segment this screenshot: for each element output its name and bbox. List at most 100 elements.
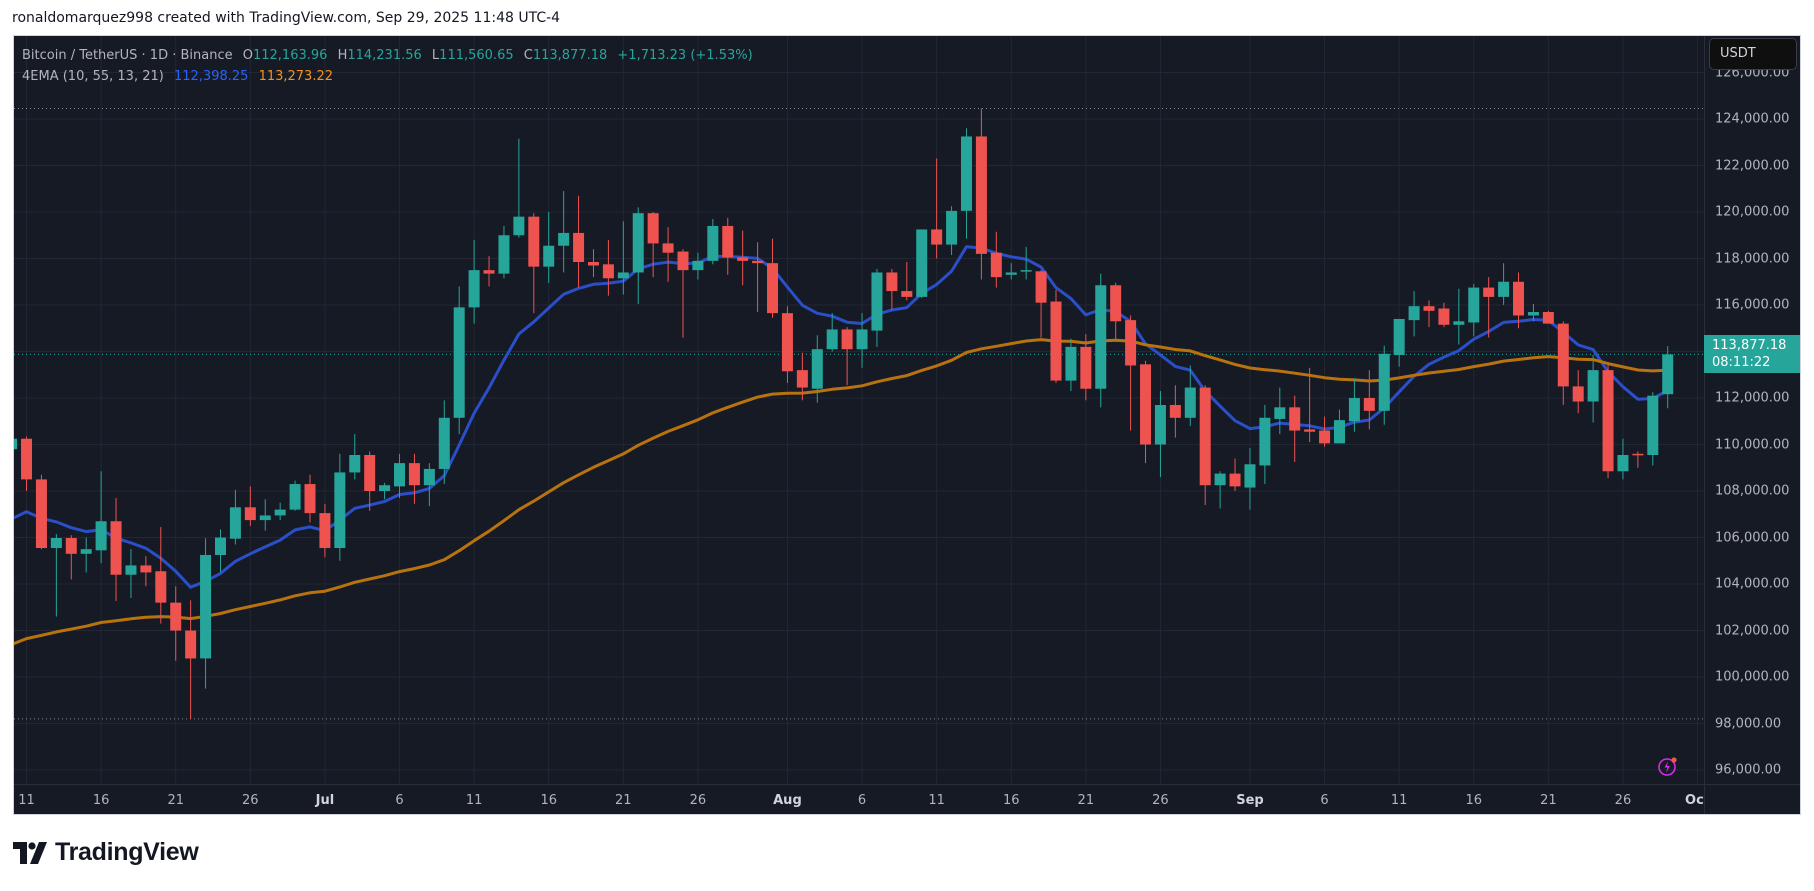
candle[interactable] bbox=[229, 489, 241, 545]
candle[interactable] bbox=[1423, 300, 1435, 328]
candle[interactable] bbox=[1140, 360, 1152, 464]
candle[interactable] bbox=[498, 225, 510, 279]
candle[interactable] bbox=[483, 256, 495, 287]
candle[interactable] bbox=[1080, 334, 1092, 401]
candle[interactable] bbox=[1557, 321, 1569, 406]
candle[interactable] bbox=[304, 474, 316, 523]
candle[interactable] bbox=[990, 231, 1002, 288]
candle[interactable] bbox=[214, 529, 226, 573]
candle[interactable] bbox=[453, 286, 465, 435]
tradingview-logo[interactable]: TradingView bbox=[13, 838, 199, 867]
candle[interactable] bbox=[1348, 378, 1360, 432]
candle[interactable] bbox=[1333, 409, 1345, 444]
candle[interactable] bbox=[1617, 438, 1629, 480]
candle[interactable] bbox=[110, 498, 122, 602]
candle[interactable] bbox=[916, 229, 928, 299]
candle[interactable] bbox=[826, 313, 838, 352]
candle[interactable] bbox=[1244, 448, 1256, 510]
candle[interactable] bbox=[692, 252, 704, 280]
candle[interactable] bbox=[1647, 392, 1659, 466]
candle[interactable] bbox=[1035, 270, 1047, 338]
candle[interactable] bbox=[1453, 288, 1465, 345]
candle[interactable] bbox=[1154, 391, 1166, 478]
candle[interactable] bbox=[602, 239, 614, 296]
candle[interactable] bbox=[379, 482, 391, 500]
candle[interactable] bbox=[1498, 263, 1510, 306]
candle[interactable] bbox=[1408, 291, 1420, 337]
candle[interactable] bbox=[931, 158, 943, 259]
candle[interactable] bbox=[334, 453, 346, 561]
candle[interactable] bbox=[811, 335, 823, 403]
candle[interactable] bbox=[1289, 395, 1301, 462]
candle[interactable] bbox=[647, 212, 659, 278]
candle[interactable] bbox=[752, 242, 764, 312]
candle[interactable] bbox=[1020, 246, 1032, 280]
candle[interactable] bbox=[1184, 365, 1196, 426]
candle[interactable] bbox=[65, 535, 77, 580]
candle[interactable] bbox=[841, 327, 853, 386]
candle[interactable] bbox=[781, 306, 793, 383]
candle[interactable] bbox=[1274, 387, 1286, 435]
candle[interactable] bbox=[573, 195, 585, 288]
price-axis[interactable]: 126,000.00 124,000.00 122,000.00 120,000.00… bbox=[1704, 36, 1800, 784]
candle[interactable] bbox=[423, 463, 435, 507]
candle[interactable] bbox=[543, 212, 555, 283]
candle[interactable] bbox=[558, 191, 570, 273]
candle[interactable] bbox=[1393, 318, 1405, 367]
candle[interactable] bbox=[1169, 385, 1181, 438]
candle[interactable] bbox=[1438, 302, 1450, 328]
candle[interactable] bbox=[155, 527, 167, 624]
candle[interactable] bbox=[185, 600, 197, 719]
candle[interactable] bbox=[946, 206, 958, 256]
candle[interactable] bbox=[50, 534, 62, 617]
candle[interactable] bbox=[200, 538, 212, 689]
candle[interactable] bbox=[1095, 273, 1107, 408]
candle[interactable] bbox=[1005, 263, 1017, 280]
candle[interactable] bbox=[244, 486, 256, 526]
candle[interactable] bbox=[737, 230, 749, 286]
candle[interactable] bbox=[767, 238, 779, 318]
time-axis[interactable]: 11 16 21 26 Jul 6 11 16 21 26 Aug 6 11 16 21 26 Sep 6 11 16… bbox=[14, 784, 1704, 814]
candlestick-chart[interactable] bbox=[14, 36, 1801, 815]
candle[interactable] bbox=[170, 586, 182, 661]
candle[interactable] bbox=[632, 207, 644, 304]
candle[interactable] bbox=[1259, 405, 1271, 485]
indicator-title[interactable]: 4EMA (10, 55, 13, 21) bbox=[22, 69, 164, 84]
candle[interactable] bbox=[1513, 272, 1525, 329]
candle[interactable] bbox=[1065, 338, 1077, 392]
candle[interactable] bbox=[587, 249, 599, 278]
candle[interactable] bbox=[796, 352, 808, 401]
candle[interactable] bbox=[722, 217, 734, 275]
candle[interactable] bbox=[408, 453, 420, 504]
candle[interactable] bbox=[80, 537, 92, 573]
candle[interactable] bbox=[1229, 458, 1241, 492]
candle[interactable] bbox=[319, 503, 331, 558]
candle[interactable] bbox=[1542, 310, 1554, 324]
candle[interactable] bbox=[901, 262, 913, 301]
candle[interactable] bbox=[1214, 471, 1226, 509]
candle[interactable] bbox=[1632, 451, 1644, 468]
candle[interactable] bbox=[677, 249, 689, 338]
candle[interactable] bbox=[707, 218, 719, 265]
currency-selector[interactable]: USDT bbox=[1709, 38, 1797, 70]
candle[interactable] bbox=[1662, 346, 1674, 409]
candle[interactable] bbox=[1378, 345, 1390, 425]
symbol-title[interactable]: Bitcoin / TetherUS · 1D · Binance bbox=[22, 48, 233, 63]
candle[interactable] bbox=[35, 474, 47, 550]
candle[interactable] bbox=[871, 268, 883, 347]
candle[interactable] bbox=[289, 480, 301, 511]
candle[interactable] bbox=[662, 227, 674, 282]
candle[interactable] bbox=[1319, 416, 1331, 447]
candle[interactable] bbox=[349, 434, 361, 480]
candle[interactable] bbox=[975, 108, 987, 280]
candle[interactable] bbox=[960, 128, 972, 239]
chart-pane[interactable]: Bitcoin / TetherUS · 1D · Binance O112,1… bbox=[13, 35, 1801, 815]
candle[interactable] bbox=[1304, 367, 1316, 443]
candle[interactable] bbox=[528, 213, 540, 314]
candle[interactable] bbox=[1572, 370, 1584, 414]
candle[interactable] bbox=[1468, 284, 1480, 337]
candle[interactable] bbox=[617, 221, 629, 295]
candle[interactable] bbox=[259, 499, 271, 531]
candle[interactable] bbox=[394, 453, 406, 499]
candle[interactable] bbox=[1587, 355, 1599, 423]
